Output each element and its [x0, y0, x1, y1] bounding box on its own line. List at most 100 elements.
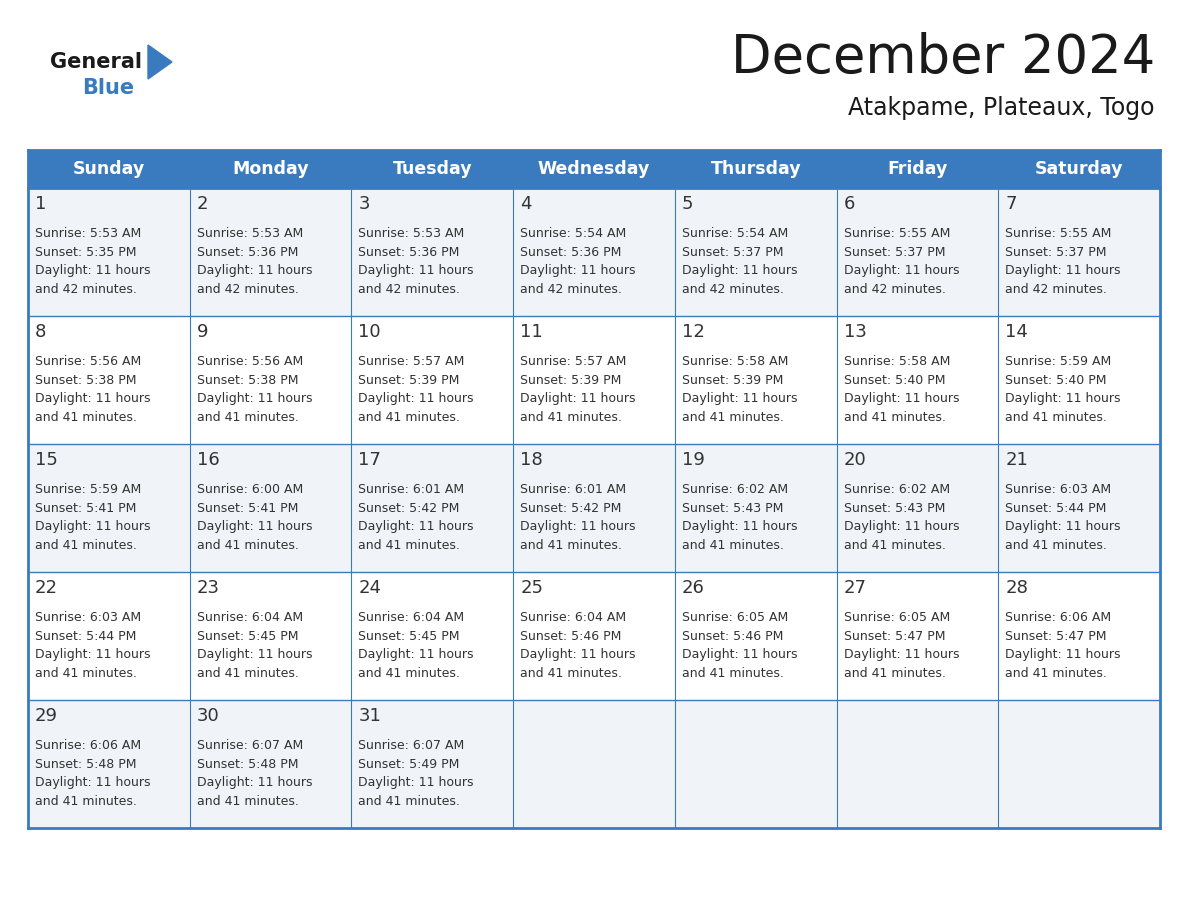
Text: Sunset: 5:45 PM: Sunset: 5:45 PM — [197, 630, 298, 643]
Text: 31: 31 — [359, 707, 381, 725]
Text: Sunrise: 6:01 AM: Sunrise: 6:01 AM — [520, 483, 626, 496]
Text: and 41 minutes.: and 41 minutes. — [197, 539, 298, 552]
Text: and 41 minutes.: and 41 minutes. — [843, 666, 946, 679]
Text: Sunset: 5:41 PM: Sunset: 5:41 PM — [34, 501, 137, 515]
Text: Sunset: 5:48 PM: Sunset: 5:48 PM — [197, 757, 298, 770]
Text: 28: 28 — [1005, 579, 1028, 597]
Text: 5: 5 — [682, 195, 694, 213]
Text: and 41 minutes.: and 41 minutes. — [682, 666, 784, 679]
Text: and 41 minutes.: and 41 minutes. — [359, 539, 460, 552]
Text: 22: 22 — [34, 579, 58, 597]
Text: Sunset: 5:40 PM: Sunset: 5:40 PM — [843, 374, 946, 386]
Text: Daylight: 11 hours: Daylight: 11 hours — [34, 264, 151, 277]
Text: and 41 minutes.: and 41 minutes. — [197, 666, 298, 679]
Text: and 41 minutes.: and 41 minutes. — [197, 410, 298, 423]
Text: and 41 minutes.: and 41 minutes. — [520, 666, 623, 679]
Text: Daylight: 11 hours: Daylight: 11 hours — [1005, 264, 1120, 277]
Text: Sunset: 5:36 PM: Sunset: 5:36 PM — [520, 246, 621, 259]
Text: General: General — [50, 52, 143, 72]
Text: Tuesday: Tuesday — [392, 160, 472, 178]
Text: 27: 27 — [843, 579, 866, 597]
Text: Daylight: 11 hours: Daylight: 11 hours — [34, 392, 151, 405]
Text: Daylight: 11 hours: Daylight: 11 hours — [1005, 521, 1120, 533]
Text: and 41 minutes.: and 41 minutes. — [34, 539, 137, 552]
Text: and 41 minutes.: and 41 minutes. — [520, 539, 623, 552]
Text: Thursday: Thursday — [710, 160, 801, 178]
Text: Sunrise: 5:59 AM: Sunrise: 5:59 AM — [1005, 355, 1112, 368]
Text: 29: 29 — [34, 707, 58, 725]
Text: Sunrise: 6:04 AM: Sunrise: 6:04 AM — [197, 611, 303, 624]
Text: Sunrise: 5:56 AM: Sunrise: 5:56 AM — [34, 355, 141, 368]
Text: and 41 minutes.: and 41 minutes. — [34, 410, 137, 423]
Text: and 41 minutes.: and 41 minutes. — [359, 666, 460, 679]
Text: Daylight: 11 hours: Daylight: 11 hours — [359, 521, 474, 533]
Text: Sunset: 5:47 PM: Sunset: 5:47 PM — [1005, 630, 1107, 643]
Text: 8: 8 — [34, 323, 46, 341]
Text: Daylight: 11 hours: Daylight: 11 hours — [34, 521, 151, 533]
Text: and 41 minutes.: and 41 minutes. — [682, 539, 784, 552]
Text: 30: 30 — [197, 707, 220, 725]
Text: Daylight: 11 hours: Daylight: 11 hours — [843, 392, 959, 405]
Text: and 41 minutes.: and 41 minutes. — [1005, 410, 1107, 423]
Text: Daylight: 11 hours: Daylight: 11 hours — [520, 521, 636, 533]
Text: and 42 minutes.: and 42 minutes. — [843, 283, 946, 296]
Text: Sunset: 5:38 PM: Sunset: 5:38 PM — [34, 374, 137, 386]
Text: Sunset: 5:46 PM: Sunset: 5:46 PM — [520, 630, 621, 643]
Text: and 42 minutes.: and 42 minutes. — [682, 283, 784, 296]
Text: and 41 minutes.: and 41 minutes. — [359, 410, 460, 423]
Text: Monday: Monday — [233, 160, 309, 178]
Text: Sunset: 5:37 PM: Sunset: 5:37 PM — [843, 246, 946, 259]
Text: and 41 minutes.: and 41 minutes. — [1005, 539, 1107, 552]
Text: Sunset: 5:44 PM: Sunset: 5:44 PM — [1005, 501, 1107, 515]
Text: 12: 12 — [682, 323, 704, 341]
Text: 17: 17 — [359, 451, 381, 469]
Bar — [29, 700, 1159, 828]
Text: 11: 11 — [520, 323, 543, 341]
Text: Daylight: 11 hours: Daylight: 11 hours — [520, 264, 636, 277]
Text: 19: 19 — [682, 451, 704, 469]
Text: Daylight: 11 hours: Daylight: 11 hours — [682, 521, 797, 533]
Text: Sunrise: 6:02 AM: Sunrise: 6:02 AM — [682, 483, 788, 496]
Text: 25: 25 — [520, 579, 543, 597]
Text: 14: 14 — [1005, 323, 1028, 341]
Text: and 42 minutes.: and 42 minutes. — [520, 283, 623, 296]
Text: Daylight: 11 hours: Daylight: 11 hours — [843, 648, 959, 661]
Text: Sunrise: 6:04 AM: Sunrise: 6:04 AM — [359, 611, 465, 624]
Polygon shape — [148, 45, 172, 79]
Text: Sunrise: 5:53 AM: Sunrise: 5:53 AM — [34, 227, 141, 241]
Bar — [29, 188, 1159, 316]
Text: Atakpame, Plateaux, Togo: Atakpame, Plateaux, Togo — [848, 96, 1155, 120]
Text: Sunset: 5:39 PM: Sunset: 5:39 PM — [520, 374, 621, 386]
Text: and 41 minutes.: and 41 minutes. — [843, 539, 946, 552]
Text: Daylight: 11 hours: Daylight: 11 hours — [682, 392, 797, 405]
Text: Daylight: 11 hours: Daylight: 11 hours — [843, 521, 959, 533]
Text: and 41 minutes.: and 41 minutes. — [34, 795, 137, 808]
Text: and 42 minutes.: and 42 minutes. — [359, 283, 460, 296]
Text: Sunrise: 6:06 AM: Sunrise: 6:06 AM — [34, 739, 141, 752]
Text: Sunset: 5:47 PM: Sunset: 5:47 PM — [843, 630, 946, 643]
Text: Daylight: 11 hours: Daylight: 11 hours — [197, 392, 312, 405]
Text: 16: 16 — [197, 451, 220, 469]
Text: 4: 4 — [520, 195, 532, 213]
Text: and 41 minutes.: and 41 minutes. — [520, 410, 623, 423]
Text: 7: 7 — [1005, 195, 1017, 213]
Text: 2: 2 — [197, 195, 208, 213]
Text: Saturday: Saturday — [1035, 160, 1124, 178]
Text: Sunset: 5:49 PM: Sunset: 5:49 PM — [359, 757, 460, 770]
Text: Sunrise: 6:05 AM: Sunrise: 6:05 AM — [682, 611, 788, 624]
Text: Sunset: 5:45 PM: Sunset: 5:45 PM — [359, 630, 460, 643]
Text: 20: 20 — [843, 451, 866, 469]
Text: Sunrise: 5:55 AM: Sunrise: 5:55 AM — [1005, 227, 1112, 241]
Text: Blue: Blue — [82, 78, 134, 98]
Text: and 42 minutes.: and 42 minutes. — [1005, 283, 1107, 296]
Text: Sunset: 5:36 PM: Sunset: 5:36 PM — [197, 246, 298, 259]
Text: Daylight: 11 hours: Daylight: 11 hours — [359, 392, 474, 405]
Text: Sunrise: 6:07 AM: Sunrise: 6:07 AM — [359, 739, 465, 752]
Text: Sunrise: 5:56 AM: Sunrise: 5:56 AM — [197, 355, 303, 368]
Text: Sunrise: 6:03 AM: Sunrise: 6:03 AM — [34, 611, 141, 624]
Text: Sunset: 5:35 PM: Sunset: 5:35 PM — [34, 246, 137, 259]
Text: Sunset: 5:44 PM: Sunset: 5:44 PM — [34, 630, 137, 643]
Text: and 41 minutes.: and 41 minutes. — [682, 410, 784, 423]
Bar — [29, 150, 1159, 188]
Text: Sunrise: 6:03 AM: Sunrise: 6:03 AM — [1005, 483, 1112, 496]
